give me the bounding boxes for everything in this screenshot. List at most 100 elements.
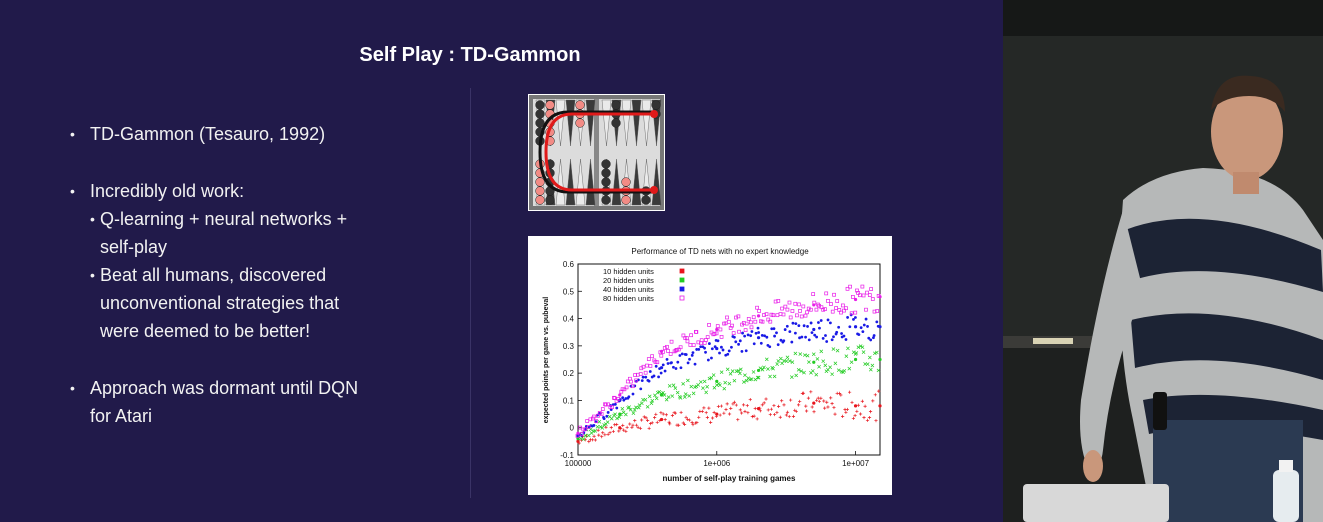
scatter-marker bbox=[766, 367, 770, 371]
scatter-marker bbox=[811, 352, 816, 357]
scatter-marker bbox=[819, 396, 823, 400]
scatter-marker bbox=[593, 429, 597, 433]
scatter-marker bbox=[642, 415, 646, 419]
scatter-marker bbox=[686, 361, 690, 365]
board-checker bbox=[641, 195, 651, 205]
scatter-marker bbox=[768, 412, 772, 417]
board-checker bbox=[611, 100, 621, 110]
bullet-item: • TD-Gammon (Tesauro, 1992) bbox=[70, 120, 325, 148]
scatter-marker bbox=[848, 325, 852, 329]
scatter-marker bbox=[697, 348, 701, 351]
scatter-marker bbox=[853, 310, 858, 315]
scatter-marker bbox=[861, 293, 866, 298]
scatter-marker bbox=[744, 321, 749, 326]
scatter-marker bbox=[594, 419, 599, 423]
scatter-marker bbox=[770, 327, 774, 331]
scatter-marker bbox=[605, 420, 610, 424]
scatter-marker bbox=[867, 416, 872, 420]
scatter-marker bbox=[753, 406, 757, 411]
scatter-marker bbox=[873, 393, 877, 397]
scatter-marker bbox=[769, 312, 774, 317]
scatter-marker bbox=[632, 408, 637, 412]
scatter-marker bbox=[849, 311, 854, 316]
scatter-marker bbox=[728, 371, 733, 376]
scatter-marker bbox=[831, 347, 836, 351]
scatter-marker bbox=[694, 330, 699, 334]
scatter-marker bbox=[839, 310, 843, 315]
board-checker bbox=[601, 159, 611, 169]
board-checker bbox=[611, 118, 621, 128]
scatter-marker bbox=[806, 396, 811, 400]
scatter-marker bbox=[696, 383, 700, 387]
left-arm bbox=[1080, 210, 1143, 470]
sub-bullet-item: • Q-learning + neural networks + self-pl… bbox=[90, 205, 347, 261]
scatter-marker bbox=[618, 412, 623, 417]
scatter-marker bbox=[738, 371, 742, 376]
scatter-marker bbox=[844, 354, 849, 359]
scatter-marker bbox=[845, 286, 850, 291]
scatter-marker bbox=[678, 396, 683, 400]
scatter-marker bbox=[714, 331, 719, 336]
scatter-marker bbox=[864, 317, 868, 321]
scatter-marker bbox=[787, 300, 792, 305]
data-point bbox=[853, 297, 858, 302]
scatter-marker bbox=[640, 418, 644, 422]
scatter-marker bbox=[721, 348, 725, 352]
scatter-marker bbox=[826, 299, 830, 303]
scatter-marker bbox=[798, 336, 801, 340]
scatter-marker bbox=[653, 416, 657, 420]
scatter-marker bbox=[785, 307, 790, 312]
scatter-marker bbox=[772, 403, 776, 408]
scatter-marker bbox=[644, 375, 648, 379]
scatter-marker bbox=[782, 403, 786, 407]
scatter-marker bbox=[678, 345, 683, 350]
scatter-marker bbox=[758, 366, 763, 371]
data-point bbox=[756, 314, 761, 318]
scatter-marker bbox=[657, 390, 662, 394]
scatter-marker bbox=[818, 326, 821, 330]
scatter-marker bbox=[710, 416, 715, 420]
scatter-marker bbox=[787, 359, 792, 363]
scatter-marker bbox=[854, 316, 857, 319]
scatter-marker bbox=[794, 322, 798, 326]
scatter-marker bbox=[840, 332, 843, 335]
scatter-marker bbox=[666, 349, 670, 353]
scatter-marker bbox=[683, 392, 688, 396]
scatter-marker bbox=[806, 325, 809, 328]
scatter-marker bbox=[716, 339, 720, 343]
scatter-marker bbox=[729, 406, 733, 410]
scatter-marker bbox=[861, 330, 865, 334]
scatter-marker bbox=[650, 354, 654, 359]
scatter-marker bbox=[670, 361, 673, 365]
scatter-marker bbox=[704, 350, 707, 354]
x-tick-label: 1e+007 bbox=[842, 459, 869, 468]
scatter-marker bbox=[647, 394, 652, 399]
scatter-marker bbox=[850, 400, 854, 405]
scatter-marker bbox=[602, 417, 606, 421]
scatter-marker bbox=[856, 403, 860, 407]
scatter-marker bbox=[829, 396, 833, 400]
scatter-marker bbox=[726, 352, 730, 356]
scatter-marker bbox=[811, 292, 816, 296]
scatter-marker bbox=[794, 409, 798, 413]
board-checker bbox=[651, 100, 661, 110]
scatter-marker bbox=[736, 314, 741, 319]
board-checker bbox=[535, 100, 545, 110]
scatter-marker bbox=[714, 383, 719, 387]
data-point bbox=[756, 407, 761, 411]
scatter-marker bbox=[610, 405, 614, 410]
scatter-marker bbox=[671, 383, 676, 388]
scatter-marker bbox=[636, 425, 640, 430]
scatter-marker bbox=[836, 368, 841, 373]
scatter-marker bbox=[578, 425, 583, 430]
bullet-glyph: • bbox=[70, 183, 75, 199]
scatter-marker bbox=[646, 418, 650, 423]
scatter-marker bbox=[634, 423, 639, 427]
scatter-marker bbox=[844, 410, 848, 414]
scatter-marker bbox=[783, 304, 788, 309]
scatter-marker bbox=[627, 395, 631, 399]
scatter-marker bbox=[647, 426, 651, 430]
scatter-marker bbox=[842, 308, 846, 313]
scatter-marker bbox=[645, 404, 650, 409]
sub-bullet-text: were deemed to be better! bbox=[100, 321, 311, 341]
